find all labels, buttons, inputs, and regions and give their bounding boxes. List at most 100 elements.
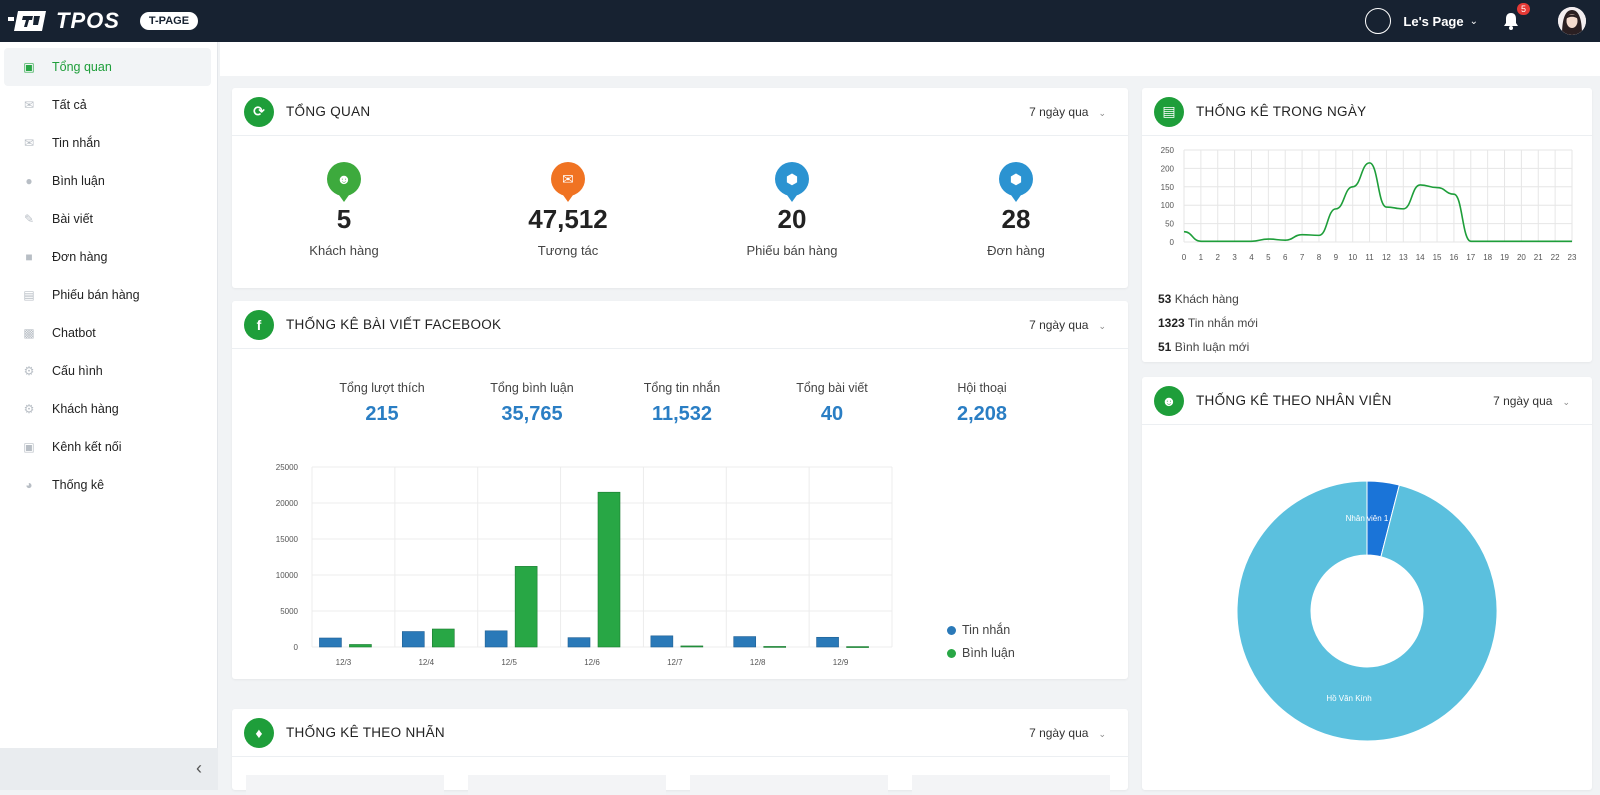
staff-donut-chart: Nhân viên 1 Hồ Văn Kính <box>1236 480 1498 742</box>
comment-icon: ● <box>25 174 33 188</box>
bar <box>763 646 787 648</box>
daily-value: 53 <box>1158 292 1172 306</box>
daily-stats-card: ▤ THỐNG KÊ TRONG NGÀY 0 50 100 150 200 250 0 1 2… <box>1142 88 1592 362</box>
stat-label: Đơn hàng <box>987 243 1045 258</box>
bar <box>319 637 342 648</box>
stat-label: Phiếu bán hàng <box>746 243 838 258</box>
x-tick-label: 12/8 <box>750 658 766 667</box>
sidebar-item-tat-ca[interactable]: ✉ Tất cả <box>4 86 211 124</box>
legend-item-comments[interactable]: Bình luận <box>947 646 1015 660</box>
sidebar: ▣ Tổng quan ✉ Tất cả ✉ Tin nhắn ● Bình luận … <box>0 42 218 790</box>
stat-customers: ☻ 5 Khách hàng <box>264 162 424 258</box>
collapse-sidebar-icon[interactable]: ‹ <box>196 758 202 778</box>
period-label: 7 ngày qua <box>1029 105 1089 119</box>
users-icon: ☻ <box>1154 385 1184 416</box>
x-tick-label: 10 <box>1348 253 1357 262</box>
x-tick-label: 12/6 <box>584 658 600 667</box>
sidebar-item-chatbot[interactable]: ▩ Chatbot <box>4 314 211 352</box>
period-label: 7 ngày qua <box>1029 318 1089 332</box>
notification-bell[interactable]: 5 <box>1500 3 1530 32</box>
daily-value: 1323 <box>1158 316 1185 330</box>
bar <box>680 645 704 648</box>
chevron-down-icon: ⌄ <box>1098 108 1106 118</box>
order-icon: ■ <box>25 250 33 264</box>
overview-period-select[interactable]: 7 ngày qua ⌄ <box>1029 105 1106 119</box>
sidebar-item-kenh-ket-noi[interactable]: ▣ Kênh kết nối <box>4 428 211 466</box>
fb-stat-posts: Tổng bài viết 40 <box>762 381 902 426</box>
y-tick-label: 0 <box>1170 238 1175 247</box>
bar <box>733 636 757 648</box>
x-tick-label: 11 <box>1365 253 1374 262</box>
chevron-down-icon[interactable]: ⌄ <box>1469 15 1478 27</box>
fb-stat-label: Tổng tin nhắn <box>643 381 721 395</box>
fb-stat-likes: Tổng lượt thích 215 <box>312 381 452 426</box>
series-line <box>1183 162 1572 243</box>
legend-item-messages[interactable]: Tin nhắn <box>947 623 1010 637</box>
page-avatar[interactable] <box>1365 8 1392 34</box>
legend-dot <box>947 625 956 635</box>
x-tick-label: 4 <box>1249 253 1254 262</box>
staff-stats-card: ☻ THỐNG KÊ THEO NHÂN VIÊN 7 ngày qua ⌄ Nh… <box>1142 377 1592 790</box>
facebook-bar-chart: 0 5000 10000 15000 20000 25000 12/3 12/4 12/5 12/… <box>276 463 893 667</box>
sidebar-item-khach-hang[interactable]: ⚙ Khách hàng <box>4 390 211 428</box>
sidebar-item-tin-nhan[interactable]: ✉ Tin nhắn <box>4 124 211 162</box>
chevron-down-icon: ⌄ <box>1098 321 1106 331</box>
daily-label: Khách hàng <box>1174 292 1239 306</box>
user-avatar[interactable] <box>1558 7 1586 35</box>
x-tick-label: 17 <box>1466 253 1475 262</box>
sidebar-item-binh-luan[interactable]: ● Bình luận <box>4 162 211 200</box>
period-label: 7 ngày qua <box>1029 726 1089 740</box>
brand-name: TPOS <box>56 8 120 33</box>
page-selector[interactable]: Le's Page <box>1403 13 1464 29</box>
sidebar-item-label: Bài viết <box>52 212 93 226</box>
sidebar-menu: ▣ Tổng quan ✉ Tất cả ✉ Tin nhắn ● Bình luận … <box>0 42 217 504</box>
sidebar-item-bai-viet[interactable]: ✎ Bài viết <box>4 200 211 238</box>
x-tick-label: 16 <box>1449 253 1458 262</box>
staff-period-select[interactable]: 7 ngày qua ⌄ <box>1493 394 1570 408</box>
box-icon: ⬢ <box>999 162 1033 202</box>
sidebar-item-label: Thống kê <box>52 478 105 492</box>
sidebar-item-don-hang[interactable]: ■ Đơn hàng <box>4 238 211 276</box>
edit-icon: ✎ <box>23 212 35 226</box>
pie-slice <box>1236 480 1498 742</box>
x-tick-label: 12/9 <box>833 658 849 667</box>
label-tile <box>246 775 444 795</box>
daily-new-messages: 1323 Tin nhắn mới <box>1158 316 1258 330</box>
stat-label: Khách hàng <box>309 243 379 258</box>
tpage-badge[interactable]: T-PAGE <box>139 12 199 30</box>
x-tick-label: 23 <box>1568 253 1577 262</box>
x-tick-label: 15 <box>1433 253 1442 262</box>
sidebar-footer: ‹ <box>0 748 218 790</box>
stat-value: 20 <box>777 204 807 234</box>
daily-title: THỐNG KÊ TRONG NGÀY <box>1196 104 1367 119</box>
bell-icon <box>1504 13 1518 30</box>
facebook-title: THỐNG KÊ BÀI VIẾT FACEBOOK <box>286 317 502 332</box>
stat-orders: ⬢ 28 Đơn hàng <box>936 162 1096 258</box>
sidebar-item-thong-ke[interactable]: ◕ Thống kê <box>4 466 211 504</box>
sidebar-item-label: Tất cả <box>52 98 87 112</box>
fb-stat-value: 215 <box>365 403 399 425</box>
facebook-period-select[interactable]: 7 ngày qua ⌄ <box>1029 318 1106 332</box>
user-icon: ☻ <box>327 162 361 202</box>
x-tick-label: 13 <box>1399 253 1408 262</box>
overview-card: ⟳ TỔNG QUAN 7 ngày qua ⌄ ☻ 5 Khách hàng ✉… <box>232 88 1128 288</box>
y-tick-label: 25000 <box>276 463 299 472</box>
labels-period-select[interactable]: 7 ngày qua ⌄ <box>1029 726 1106 740</box>
daily-header: ▤ THỐNG KÊ TRONG NGÀY <box>1142 88 1592 136</box>
sidebar-item-phieu-ban-hang[interactable]: ▤ Phiếu bán hàng <box>4 276 211 314</box>
legend-label: Bình luận <box>962 646 1015 660</box>
y-tick-label: 50 <box>1165 220 1174 229</box>
daily-new-comments: 51 Bình luận mới <box>1158 340 1249 354</box>
bar <box>846 646 869 648</box>
sidebar-item-cau-hinh[interactable]: ⚙ Cấu hình <box>4 352 211 390</box>
x-tick-label: 21 <box>1534 253 1543 262</box>
chart-icon: ▤ <box>1154 96 1184 127</box>
dashboard-icon: ▣ <box>23 60 35 74</box>
brand-logo[interactable]: TPOS <box>8 8 120 34</box>
fb-stat-label: Hội thoại <box>957 381 1007 395</box>
sidebar-item-tong-quan[interactable]: ▣ Tổng quan <box>4 48 211 86</box>
content-header <box>220 42 1600 76</box>
x-tick-label: 0 <box>1182 253 1187 262</box>
labels-title: THỐNG KÊ THEO NHÃN <box>286 725 445 740</box>
